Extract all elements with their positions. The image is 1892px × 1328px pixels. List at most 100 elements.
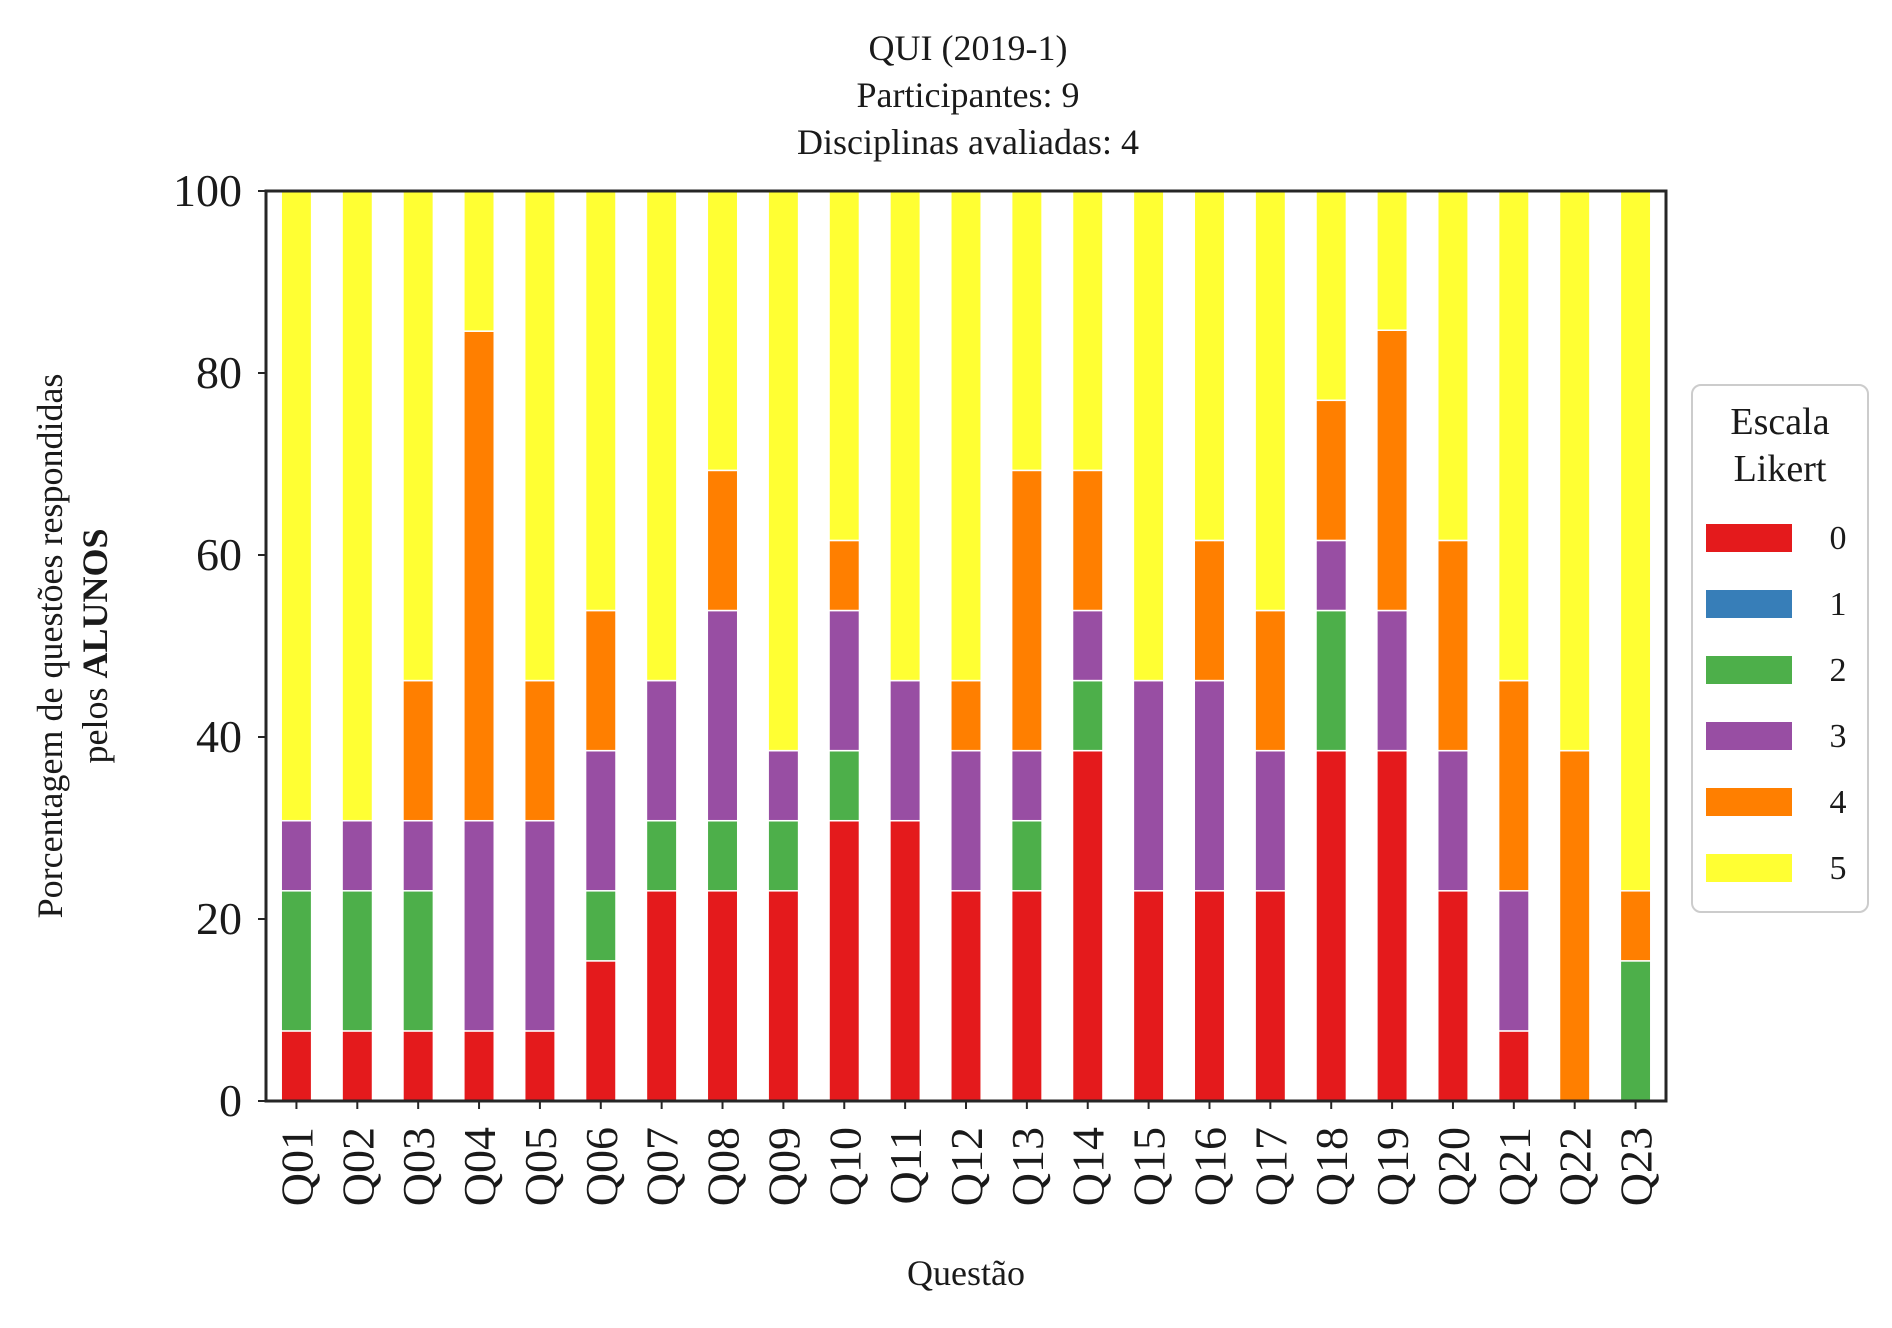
bar-segment-q12-likert-3	[950, 749, 982, 892]
x-tick-label-q20: Q20	[1428, 1127, 1479, 1206]
bar-segment-q03-likert-2	[402, 890, 435, 1032]
bar-segment-q02-likert-5	[341, 190, 374, 822]
bar-segment-q12-likert-0	[950, 890, 982, 1102]
x-tick-label-q17: Q17	[1245, 1127, 1296, 1206]
x-tick-label-q22: Q22	[1550, 1127, 1601, 1206]
bar-segment-q18-likert-3	[1315, 539, 1348, 612]
bar-segment-q11-likert-0	[889, 819, 922, 1102]
chart-title-line-2: Participantes: 9	[857, 75, 1080, 115]
bar-segment-q14-likert-2	[1071, 679, 1104, 752]
bars-layer	[280, 189, 1652, 1102]
legend-label-likert-5: 5	[1830, 850, 1847, 887]
legend-label-likert-4: 4	[1830, 784, 1847, 821]
chart-title-line-3: Disciplinas avaliadas: 4	[797, 122, 1139, 162]
bar-segment-q10-likert-0	[828, 819, 861, 1102]
bar-segment-q05-likert-5	[523, 190, 556, 682]
bar-segment-q02-likert-3	[341, 819, 374, 892]
y-tick-label: 80	[196, 347, 242, 398]
bar-segment-q09-likert-0	[767, 890, 800, 1102]
x-tick-label-q13: Q13	[1002, 1127, 1053, 1206]
bar-segment-q02-likert-2	[341, 890, 374, 1032]
bar-segment-q15-likert-0	[1132, 890, 1165, 1102]
legend-swatch-likert-3	[1706, 722, 1792, 750]
x-tick-label-q09: Q09	[758, 1127, 809, 1206]
bar-segment-q13-likert-5	[1010, 189, 1043, 472]
y-axis-label-line-1: Porcentagem de questões respondidas	[30, 374, 70, 919]
bar-segment-q18-likert-2	[1315, 609, 1348, 752]
bar-segment-q10-likert-5	[828, 189, 861, 542]
bar-segment-q22-likert-5	[1558, 190, 1591, 752]
bar-segment-q14-likert-3	[1071, 609, 1104, 682]
bar-segment-q14-likert-5	[1071, 189, 1104, 472]
bar-segment-q01-likert-2	[280, 890, 313, 1032]
bar-segment-q17-likert-5	[1254, 189, 1287, 612]
x-tick-label-q08: Q08	[698, 1127, 749, 1206]
bar-segment-q17-likert-3	[1254, 749, 1287, 892]
bar-segment-q21-likert-3	[1497, 890, 1530, 1032]
x-tick-label-q02: Q02	[332, 1127, 383, 1206]
bar-segment-q08-likert-2	[706, 819, 739, 892]
x-tick-label-q11: Q11	[880, 1127, 931, 1205]
legend-label-likert-2: 2	[1830, 652, 1847, 689]
legend-label-likert-0: 0	[1830, 520, 1847, 557]
bar-segment-q23-likert-2	[1619, 960, 1652, 1102]
y-axis-label: Porcentagem de questões respondidas pelo…	[30, 374, 115, 919]
bar-segment-q09-likert-3	[767, 749, 800, 822]
bar-segment-q14-likert-4	[1071, 469, 1104, 612]
legend-swatch-likert-2	[1706, 656, 1792, 684]
x-tick-label-q14: Q14	[1063, 1127, 1114, 1206]
bar-segment-q03-likert-4	[402, 679, 435, 822]
bar-segment-q08-likert-0	[706, 890, 739, 1102]
bar-segment-q11-likert-5	[889, 190, 922, 682]
y-axis-label-bold: ALUNOS	[75, 528, 115, 678]
legend-swatch-likert-5	[1706, 854, 1792, 882]
bar-segment-q20-likert-3	[1436, 749, 1469, 892]
bar-segment-q12-likert-4	[950, 679, 982, 752]
bar-segment-q10-likert-4	[828, 539, 861, 612]
bar-segment-q08-likert-3	[706, 609, 739, 822]
x-axis-label: Questão	[907, 1253, 1025, 1293]
legend-label-likert-1: 1	[1830, 586, 1847, 623]
bar-segment-q18-likert-5	[1315, 189, 1348, 402]
chart-title: QUI (2019-1) Participantes: 9 Disciplina…	[797, 28, 1139, 162]
bar-segment-q05-likert-0	[523, 1030, 556, 1102]
bar-segment-q12-likert-5	[950, 190, 982, 682]
bar-segment-q18-likert-4	[1315, 399, 1348, 542]
bar-segment-q15-likert-5	[1132, 190, 1165, 682]
bar-segment-q04-likert-3	[463, 819, 496, 1032]
bar-segment-q04-likert-4	[463, 330, 496, 822]
legend-box	[1691, 384, 1869, 913]
bar-segment-q03-likert-0	[402, 1030, 435, 1102]
bar-segment-q06-likert-5	[584, 189, 617, 612]
legend-title-line-1: Escala	[1730, 401, 1829, 443]
bar-segment-q13-likert-2	[1010, 819, 1043, 892]
bar-segment-q04-likert-5	[463, 190, 496, 332]
bar-segment-q16-likert-4	[1193, 539, 1226, 682]
legend-label-likert-3: 3	[1830, 718, 1847, 755]
bar-segment-q16-likert-0	[1193, 890, 1226, 1102]
legend-swatch-likert-0	[1706, 524, 1792, 552]
bar-segment-q15-likert-3	[1132, 679, 1165, 892]
bar-segment-q05-likert-3	[523, 819, 556, 1032]
x-tick-label-q23: Q23	[1611, 1127, 1662, 1206]
x-tick-label-q03: Q03	[393, 1127, 444, 1206]
bar-segment-q20-likert-4	[1436, 539, 1469, 752]
bar-segment-q21-likert-4	[1497, 679, 1530, 892]
x-tick-label-q15: Q15	[1124, 1127, 1175, 1206]
bar-segment-q01-likert-5	[280, 190, 313, 822]
bar-segment-q20-likert-0	[1436, 890, 1469, 1102]
chart-title-line-1: QUI (2019-1)	[869, 28, 1068, 68]
x-tick-label-q18: Q18	[1306, 1127, 1357, 1206]
bar-segment-q06-likert-3	[584, 749, 617, 892]
bar-segment-q04-likert-0	[463, 1030, 496, 1102]
x-tick-label-q07: Q07	[637, 1127, 688, 1206]
bar-segment-q01-likert-0	[280, 1030, 313, 1102]
bar-segment-q06-likert-4	[584, 609, 617, 752]
bar-segment-q19-likert-3	[1376, 609, 1409, 752]
bar-segment-q11-likert-3	[889, 679, 922, 822]
legend-title-line-2: Likert	[1734, 448, 1827, 490]
y-axis-label-prefix: pelos	[75, 679, 115, 764]
x-tick-label-q19: Q19	[1367, 1127, 1418, 1206]
bar-segment-q13-likert-3	[1010, 749, 1043, 822]
